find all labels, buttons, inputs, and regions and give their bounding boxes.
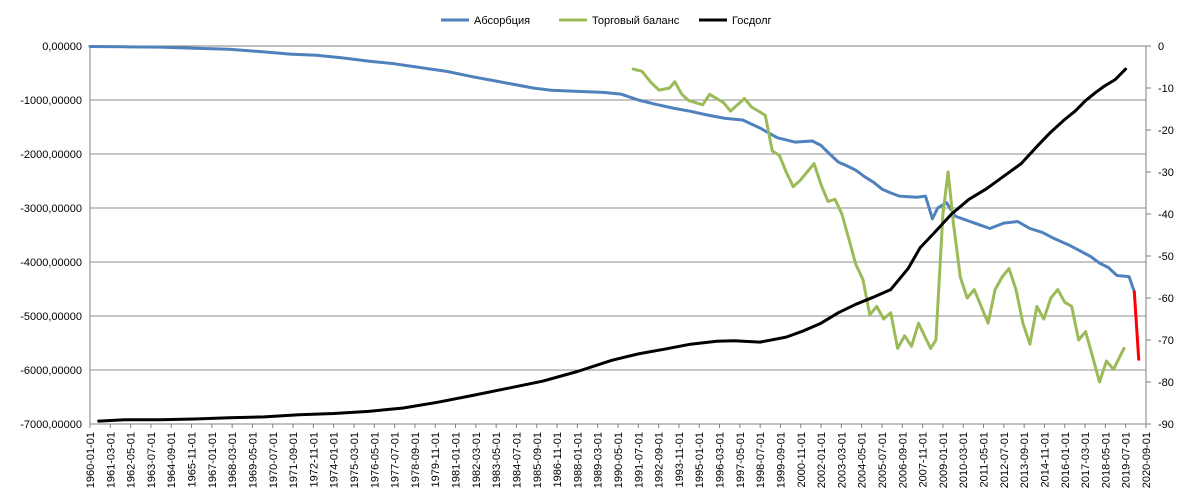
right-tick-label: -90 [1158,419,1174,431]
left-tick-label: -5000,00000 [20,311,82,323]
x-tick-label: 1990-05-01 [613,432,625,488]
left-tick-label: -1000,00000 [20,95,82,107]
x-tick-label: 1968-03-01 [227,432,239,488]
left-tick-label: -4000,00000 [20,257,82,269]
x-tick-label: 1981-01-01 [451,432,463,488]
legend: Абсорбция Торговый баланс Госдолг [441,15,772,27]
x-tick-label: 2006-09-01 [897,432,909,488]
x-tick-label: 1983-05-01 [491,432,503,488]
x-tick-label: 1992-09-01 [654,432,666,488]
x-tick-label: 1978-09-01 [410,432,422,488]
series-line-1 [88,45,1136,294]
series-lines [88,45,1141,423]
x-tick-label: 1984-07-01 [511,432,523,488]
x-tick-label: 2020-09-01 [1141,432,1153,488]
x-tick-label: 1985-09-01 [532,432,544,488]
x-tick-label: 1995-01-01 [694,432,706,488]
x-tick-label: 1991-07-01 [633,432,645,488]
right-axis: 0 -10 -20 -30 -40 -50 -60 -70 -80 -90 [1146,41,1174,431]
right-tick-label: -10 [1158,83,1174,95]
right-tick-label: -30 [1158,167,1174,179]
x-tick-label: 1979-11-01 [430,432,442,487]
x-tick-label: 1993-11-01 [674,432,686,487]
plot-area-border [89,45,1147,425]
left-tick-label: -2000,00000 [20,149,82,161]
x-tick-label: 1971-09-01 [288,432,300,488]
left-axis: 0,00000 -1000,00000 -2000,00000 -3000,00000… [20,41,82,431]
right-tick-label: -50 [1158,251,1174,263]
x-tick-label: 2013-09-01 [1019,432,1031,488]
right-tick-label: -20 [1158,125,1174,137]
x-tick-label: 2010-03-01 [958,432,970,488]
x-tick-label: 1982-03-01 [471,432,483,488]
x-tick-label: 1964-09-01 [166,432,178,488]
x-tick-label: 1962-05-01 [126,432,138,488]
series-line-2 [631,67,1126,384]
x-tick-label: 2019-07-01 [1121,432,1133,488]
x-tick-label: 2012-07-01 [999,432,1011,488]
right-tick-label: -80 [1158,377,1174,389]
x-tick-label: 2016-01-01 [1060,432,1072,488]
x-tick-label: 1986-11-01 [552,432,564,487]
x-tick-label: 1975-03-01 [349,432,361,488]
legend-label: Абсорбция [474,15,530,27]
x-tick-label: 2007-11-01 [918,432,930,487]
x-tick-label: 1997-05-01 [735,432,747,488]
right-tick-label: -40 [1158,209,1174,221]
x-tick-label: 1974-01-01 [329,432,341,488]
right-tick-label: 0 [1158,41,1164,53]
x-tick-label: 1996-03-01 [715,432,727,488]
x-tick-label: 2014-11-01 [1039,432,1051,487]
left-tick-label: -3000,00000 [20,203,82,215]
gridlines [90,45,1146,425]
series-line-3 [97,67,1128,423]
x-tick-label: 1969-05-01 [247,432,259,488]
x-axis: 1960-01-01 1961-03-01 1962-05-01 1963-07-01… [85,424,1153,488]
x-tick-label: 1999-09-01 [775,432,787,488]
right-tick-label: -70 [1158,335,1174,347]
x-tick-label: 2011-05-01 [979,432,991,487]
x-tick-label: 1970-07-01 [268,432,280,488]
series-line-highlight [1132,290,1141,361]
x-tick-label: 1988-01-01 [572,432,584,488]
x-tick-label: 1976-05-01 [369,432,381,488]
x-tick-label: 1977-07-01 [390,432,402,488]
x-tick-label: 2018-05-01 [1100,432,1112,488]
x-tick-label: 2003-03-01 [836,432,848,488]
x-tick-label: 2009-01-01 [938,432,950,488]
right-tick-label: -60 [1158,293,1174,305]
left-tick-label: -7000,00000 [20,419,82,431]
x-tick-label: 1963-07-01 [146,432,158,488]
x-tick-label: 1998-07-01 [755,432,767,488]
x-tick-label: 1972-11-01 [308,432,320,487]
x-tick-label: 2000-11-01 [796,432,808,487]
x-tick-label: 1960-01-01 [85,432,97,488]
x-tick-label: 2002-01-01 [816,432,828,488]
x-tick-label: 1989-03-01 [593,432,605,488]
legend-label: Торговый баланс [592,15,680,27]
x-tick-label: 1967-01-01 [207,432,219,488]
x-tick-label: 2004-05-01 [857,432,869,488]
x-tick-label: 2017-03-01 [1080,432,1092,488]
x-tick-label: 2005-07-01 [877,432,889,488]
legend-label: Госдолг [732,15,772,27]
x-tick-label: 1961-03-01 [105,432,117,488]
left-tick-label: 0,00000 [42,41,82,53]
x-tick-label: 1965-11-01 [187,432,199,487]
left-tick-label: -6000,00000 [20,365,82,377]
